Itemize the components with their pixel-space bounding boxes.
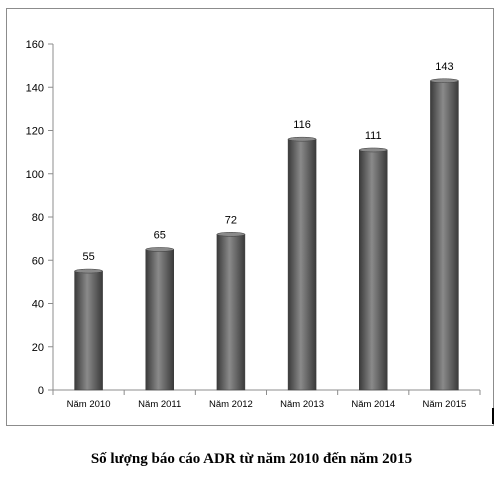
bar-cap: [74, 268, 103, 274]
bar: [287, 138, 317, 391]
y-tick-label: 100: [26, 169, 44, 181]
x-tick-label: Năm 2011: [138, 399, 181, 410]
y-tick-label: 20: [32, 342, 44, 354]
data-label: 72: [225, 214, 237, 226]
bar-cap: [287, 136, 317, 142]
y-tick-label: 40: [32, 299, 44, 311]
x-tick-label: Năm 2013: [280, 399, 324, 410]
data-label: 65: [154, 229, 166, 241]
bar: [359, 149, 388, 391]
x-tick-label: Năm 2010: [67, 399, 111, 410]
bar-cap: [430, 78, 459, 84]
bar-cap: [359, 147, 388, 153]
bar: [74, 270, 103, 391]
x-axis: Năm 2010 Năm 2011 Năm 2012 Năm 2013 Năm 2014…: [52, 389, 481, 410]
data-label: 143: [435, 61, 453, 73]
bar: [216, 234, 246, 391]
bar: [430, 80, 459, 391]
y-tick-label: 80: [32, 212, 44, 224]
data-labels: 55 65 72 116 111 143: [82, 61, 453, 263]
x-tick-label: Năm 2012: [209, 399, 253, 410]
bar-cap: [145, 247, 174, 252]
y-tick-label: 160: [26, 39, 44, 51]
y-tick-label: 140: [26, 82, 44, 94]
frame-edge-mark: [492, 408, 494, 424]
y-tick-label: 120: [26, 126, 44, 138]
data-label: 111: [365, 130, 382, 142]
x-tick-label: Năm 2014: [351, 399, 395, 410]
y-tick-label: 60: [32, 255, 44, 267]
x-tick-label: Năm 2015: [422, 399, 466, 410]
chart-title: Số lượng báo cáo ADR từ năm 2010 đến năm…: [90, 451, 413, 467]
bar: [145, 249, 174, 391]
bar-cap: [216, 232, 246, 237]
y-tick-label: 0: [38, 385, 44, 397]
y-axis: 0 20 40 60 80 100 120 140 160: [26, 39, 54, 397]
bars: [74, 78, 459, 391]
data-label: 116: [293, 119, 311, 131]
data-label: 55: [82, 251, 94, 263]
